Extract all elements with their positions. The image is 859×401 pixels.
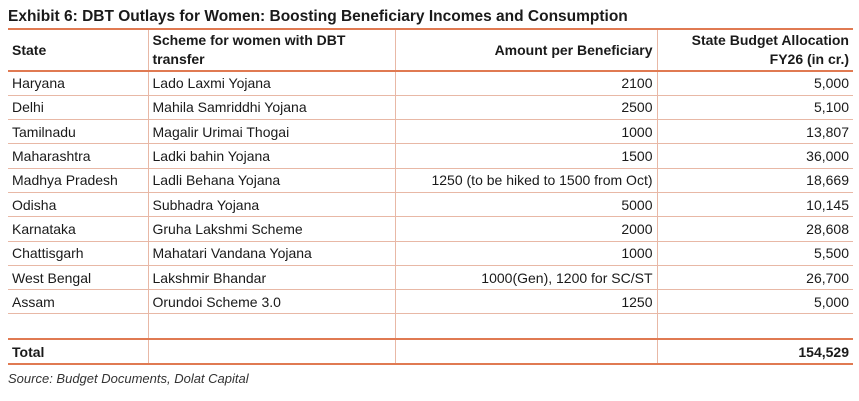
table-row: Assam Orundoi Scheme 3.0 1250 5,000	[8, 289, 853, 315]
amount-cell: 1250	[395, 289, 658, 315]
source-note: Source: Budget Documents, Dolat Capital	[8, 371, 249, 386]
empty-cell	[657, 313, 853, 340]
empty-cell	[148, 338, 396, 366]
state-cell: Delhi	[8, 95, 149, 121]
allocation-cell: 10,145	[657, 192, 853, 218]
scheme-cell: Ladki bahin Yojana	[148, 143, 396, 169]
total-row: Total 154,529	[8, 338, 853, 366]
empty-cell	[148, 313, 396, 340]
scheme-cell: Lakshmir Bhandar	[148, 265, 396, 291]
table-row: Haryana Lado Laxmi Yojana 2100 5,000	[8, 71, 853, 96]
table-row: West Bengal Lakshmir Bhandar 1000(Gen), …	[8, 265, 853, 291]
exhibit-title: Exhibit 6: DBT Outlays for Women: Boosti…	[8, 8, 628, 25]
header-allocation: State Budget Allocation FY26 (in cr.)	[657, 28, 853, 72]
scheme-cell: Subhadra Yojana	[148, 192, 396, 218]
dbt-table: State Scheme for women with DBT transfer…	[8, 28, 853, 366]
table-row: Karnataka Gruha Lakshmi Scheme 2000 28,6…	[8, 216, 853, 242]
allocation-cell: 5,100	[657, 95, 853, 121]
allocation-cell: 5,500	[657, 241, 853, 266]
header-row: State Scheme for women with DBT transfer…	[8, 28, 853, 72]
state-cell: Tamilnadu	[8, 119, 149, 145]
state-cell: Maharashtra	[8, 143, 149, 169]
scheme-cell: Magalir Urimai Thogai	[148, 119, 396, 145]
scheme-cell: Mahatari Vandana Yojana	[148, 241, 396, 266]
scheme-cell: Gruha Lakshmi Scheme	[148, 216, 396, 242]
allocation-cell: 26,700	[657, 265, 853, 291]
amount-cell: 1500	[395, 143, 658, 169]
table-row: Chattisgarh Mahatari Vandana Yojana 1000…	[8, 241, 853, 266]
scheme-cell: Mahila Samriddhi Yojana	[148, 95, 396, 121]
table-row: Maharashtra Ladki bahin Yojana 1500 36,0…	[8, 143, 853, 169]
state-cell: Haryana	[8, 71, 149, 96]
allocation-cell: 13,807	[657, 119, 853, 145]
amount-cell: 2500	[395, 95, 658, 121]
scheme-cell: Orundoi Scheme 3.0	[148, 289, 396, 315]
amount-cell: 1000(Gen), 1200 for SC/ST	[395, 265, 658, 291]
empty-row	[8, 313, 853, 340]
amount-cell: 2000	[395, 216, 658, 242]
state-cell: Odisha	[8, 192, 149, 218]
allocation-cell: 5,000	[657, 289, 853, 315]
allocation-cell: 5,000	[657, 71, 853, 96]
table-row: Odisha Subhadra Yojana 5000 10,145	[8, 192, 853, 218]
empty-cell	[8, 313, 149, 340]
state-cell: Karnataka	[8, 216, 149, 242]
header-state: State	[8, 28, 149, 72]
allocation-cell: 18,669	[657, 168, 853, 193]
table-row: Delhi Mahila Samriddhi Yojana 2500 5,100	[8, 95, 853, 121]
table-row: Tamilnadu Magalir Urimai Thogai 1000 13,…	[8, 119, 853, 145]
total-label: Total	[8, 338, 149, 366]
empty-cell	[395, 313, 658, 340]
state-cell: West Bengal	[8, 265, 149, 291]
state-cell: Chattisgarh	[8, 241, 149, 266]
amount-cell: 1250 (to be hiked to 1500 from Oct)	[395, 168, 658, 193]
amount-cell: 5000	[395, 192, 658, 218]
total-allocation: 154,529	[657, 338, 853, 366]
amount-cell: 1000	[395, 119, 658, 145]
amount-cell: 1000	[395, 241, 658, 266]
scheme-cell: Ladli Behana Yojana	[148, 168, 396, 193]
table-row: Madhya Pradesh Ladli Behana Yojana 1250 …	[8, 168, 853, 193]
state-cell: Assam	[8, 289, 149, 315]
allocation-cell: 36,000	[657, 143, 853, 169]
empty-cell	[395, 338, 658, 366]
amount-cell: 2100	[395, 71, 658, 96]
state-cell: Madhya Pradesh	[8, 168, 149, 193]
allocation-cell: 28,608	[657, 216, 853, 242]
header-scheme: Scheme for women with DBT transfer	[148, 28, 396, 72]
header-amount: Amount per Beneficiary	[395, 28, 658, 72]
scheme-cell: Lado Laxmi Yojana	[148, 71, 396, 96]
